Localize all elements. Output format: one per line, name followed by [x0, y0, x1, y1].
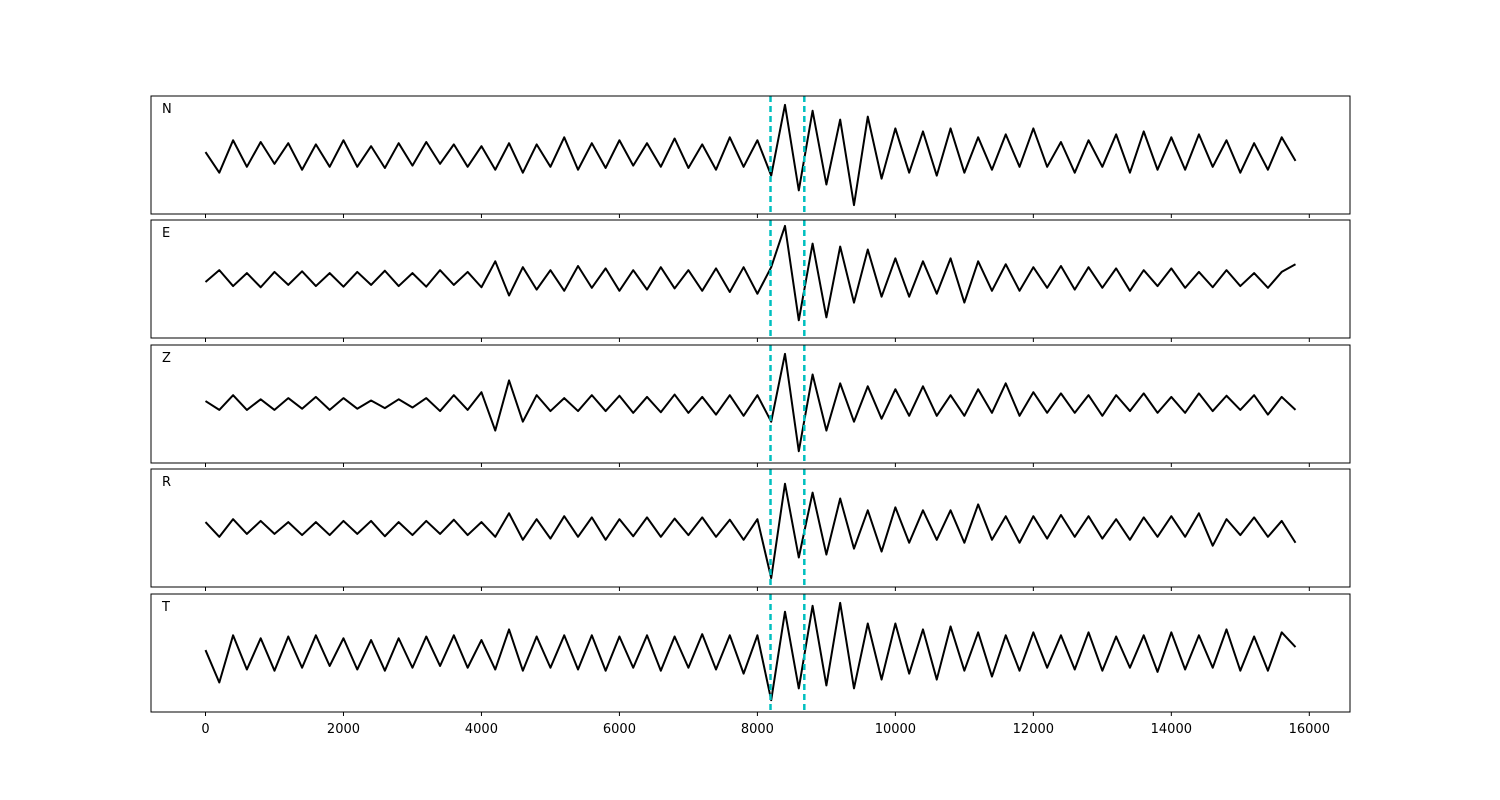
x-tick-label: 4000 [465, 722, 498, 737]
x-tick-label: 0 [201, 722, 209, 737]
panel-label: T [161, 600, 170, 615]
panel-label: R [162, 475, 171, 490]
x-tick-label: 10000 [875, 722, 916, 737]
panel-frame [150, 344, 1351, 464]
x-tick-label: 14000 [1151, 722, 1192, 737]
trace [204, 601, 1297, 702]
panel-label: E [162, 226, 170, 241]
panel-frame [150, 219, 1351, 339]
trace [204, 482, 1297, 580]
x-tick-label: 12000 [1013, 722, 1054, 737]
x-tick-label: 8000 [741, 722, 774, 737]
x-tick-label: 16000 [1289, 722, 1330, 737]
x-tick-label: 2000 [327, 722, 360, 737]
x-tick-label: 6000 [603, 722, 636, 737]
panel-frame [150, 593, 1351, 713]
panel-label: Z [162, 351, 171, 366]
panel-label: N [162, 102, 172, 117]
trace [204, 224, 1296, 322]
panel-frame [150, 468, 1351, 588]
trace [204, 103, 1297, 207]
panel-frame [150, 95, 1351, 215]
trace [204, 352, 1297, 453]
